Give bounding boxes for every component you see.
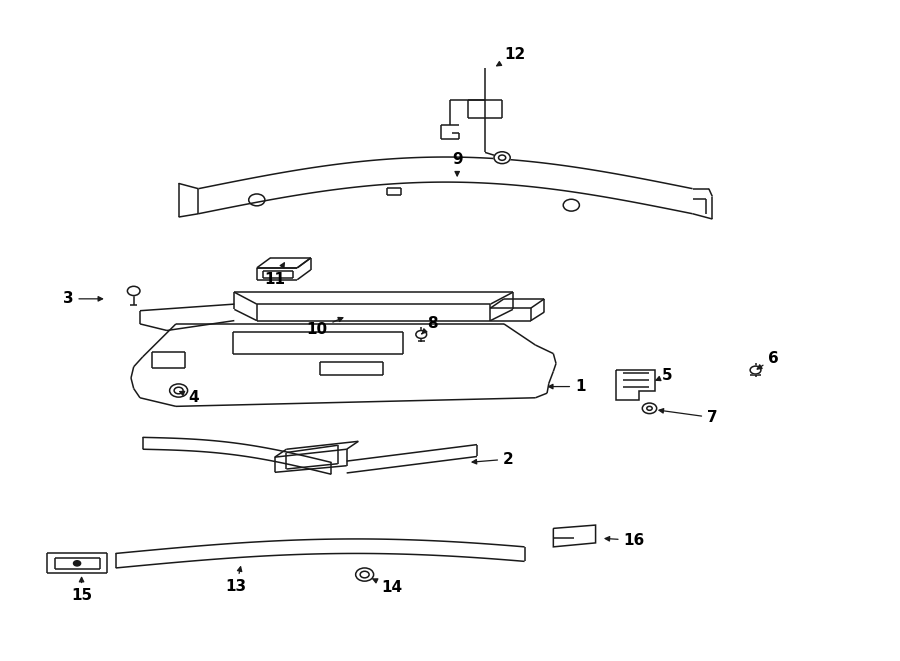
Text: 7: 7 — [659, 408, 717, 425]
Circle shape — [174, 387, 183, 394]
Circle shape — [647, 407, 652, 410]
Circle shape — [169, 384, 187, 397]
Text: 4: 4 — [180, 390, 199, 405]
Text: 6: 6 — [757, 351, 778, 369]
Circle shape — [416, 330, 427, 338]
Circle shape — [356, 568, 373, 581]
Text: 10: 10 — [306, 317, 343, 336]
Text: 15: 15 — [71, 578, 92, 603]
Circle shape — [360, 571, 369, 578]
Circle shape — [128, 286, 140, 295]
Text: 8: 8 — [422, 317, 437, 334]
Circle shape — [74, 561, 81, 566]
Text: 14: 14 — [373, 579, 402, 596]
Text: 2: 2 — [472, 451, 514, 467]
Text: 5: 5 — [656, 368, 673, 383]
Circle shape — [643, 403, 657, 414]
Text: 1: 1 — [548, 379, 586, 394]
Text: 12: 12 — [497, 48, 526, 66]
Text: 3: 3 — [63, 292, 103, 306]
Circle shape — [750, 366, 760, 374]
Text: 16: 16 — [605, 533, 644, 548]
Circle shape — [499, 155, 506, 161]
Text: 11: 11 — [265, 263, 285, 287]
Text: 9: 9 — [452, 151, 463, 176]
Text: 13: 13 — [226, 566, 247, 594]
Circle shape — [494, 152, 510, 164]
